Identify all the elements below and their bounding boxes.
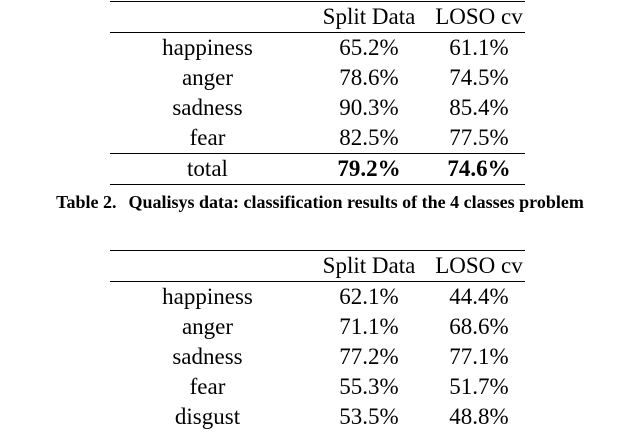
split-value: 71.1% — [339, 314, 399, 339]
table-row: sadness 77.2% 77.1% — [110, 342, 525, 372]
loso-value: 61.1% — [449, 35, 509, 60]
loso-value: 77.1% — [449, 344, 509, 369]
header-split-data: Split Data — [322, 253, 416, 278]
header-split-data: Split Data — [322, 4, 416, 29]
total-row: total 79.2% 74.6% — [110, 153, 525, 185]
results-table-4-classes: Split Data LOSO cv happiness 65.2% 61.1%… — [110, 1, 525, 185]
table-row: sadness 90.3% 85.4% — [110, 93, 525, 123]
split-value: 90.3% — [339, 95, 399, 120]
loso-value: 48.8% — [449, 404, 509, 429]
header-loso-cv: LOSO cv — [435, 4, 523, 29]
table-row: anger 78.6% 74.5% — [110, 63, 525, 93]
table-caption: Table 2. Qualisys data: classification re… — [0, 192, 630, 213]
table-header-row: Split Data LOSO cv — [110, 1, 525, 33]
header-empty — [110, 251, 305, 282]
table-row: disgust 53.5% 48.8% — [110, 402, 525, 432]
row-label: anger — [181, 65, 234, 90]
row-label: happiness — [162, 35, 253, 60]
loso-value: 77.5% — [449, 125, 509, 150]
caption-number: Table 2. — [56, 192, 117, 212]
results-table-5-classes: Split Data LOSO cv happiness 62.1% 44.4%… — [110, 250, 525, 432]
row-label: anger — [181, 314, 234, 339]
row-label: sadness — [172, 95, 243, 120]
loso-value: 85.4% — [449, 95, 509, 120]
split-value: 53.5% — [339, 404, 399, 429]
split-value: 65.2% — [339, 35, 399, 60]
loso-value: 51.7% — [449, 374, 509, 399]
table-row: fear 82.5% 77.5% — [110, 123, 525, 154]
header-empty — [110, 2, 305, 33]
split-value: 55.3% — [339, 374, 399, 399]
header-loso-cv: LOSO cv — [435, 253, 523, 278]
split-value: 77.2% — [339, 344, 399, 369]
row-label: disgust — [174, 404, 241, 429]
loso-value: 68.6% — [449, 314, 509, 339]
row-label: happiness — [162, 284, 253, 309]
split-value: 78.6% — [339, 65, 399, 90]
split-value: 82.5% — [339, 125, 399, 150]
row-label: fear — [189, 374, 226, 399]
table-header-row: Split Data LOSO cv — [110, 250, 525, 282]
table-row: happiness 62.1% 44.4% — [110, 282, 525, 313]
table-row: fear 55.3% 51.7% — [110, 372, 525, 402]
row-label: sadness — [172, 344, 243, 369]
loso-value: 44.4% — [449, 284, 509, 309]
loso-value: 74.5% — [449, 65, 509, 90]
total-split-value: 79.2% — [337, 156, 401, 181]
total-loso-value: 74.6% — [447, 156, 511, 181]
table-row: anger 71.1% 68.6% — [110, 312, 525, 342]
split-value: 62.1% — [339, 284, 399, 309]
caption-text: Qualisys data: classification results of… — [128, 192, 584, 212]
table-row: happiness 65.2% 61.1% — [110, 33, 525, 64]
total-label: total — [187, 156, 228, 181]
row-label: fear — [189, 125, 226, 150]
